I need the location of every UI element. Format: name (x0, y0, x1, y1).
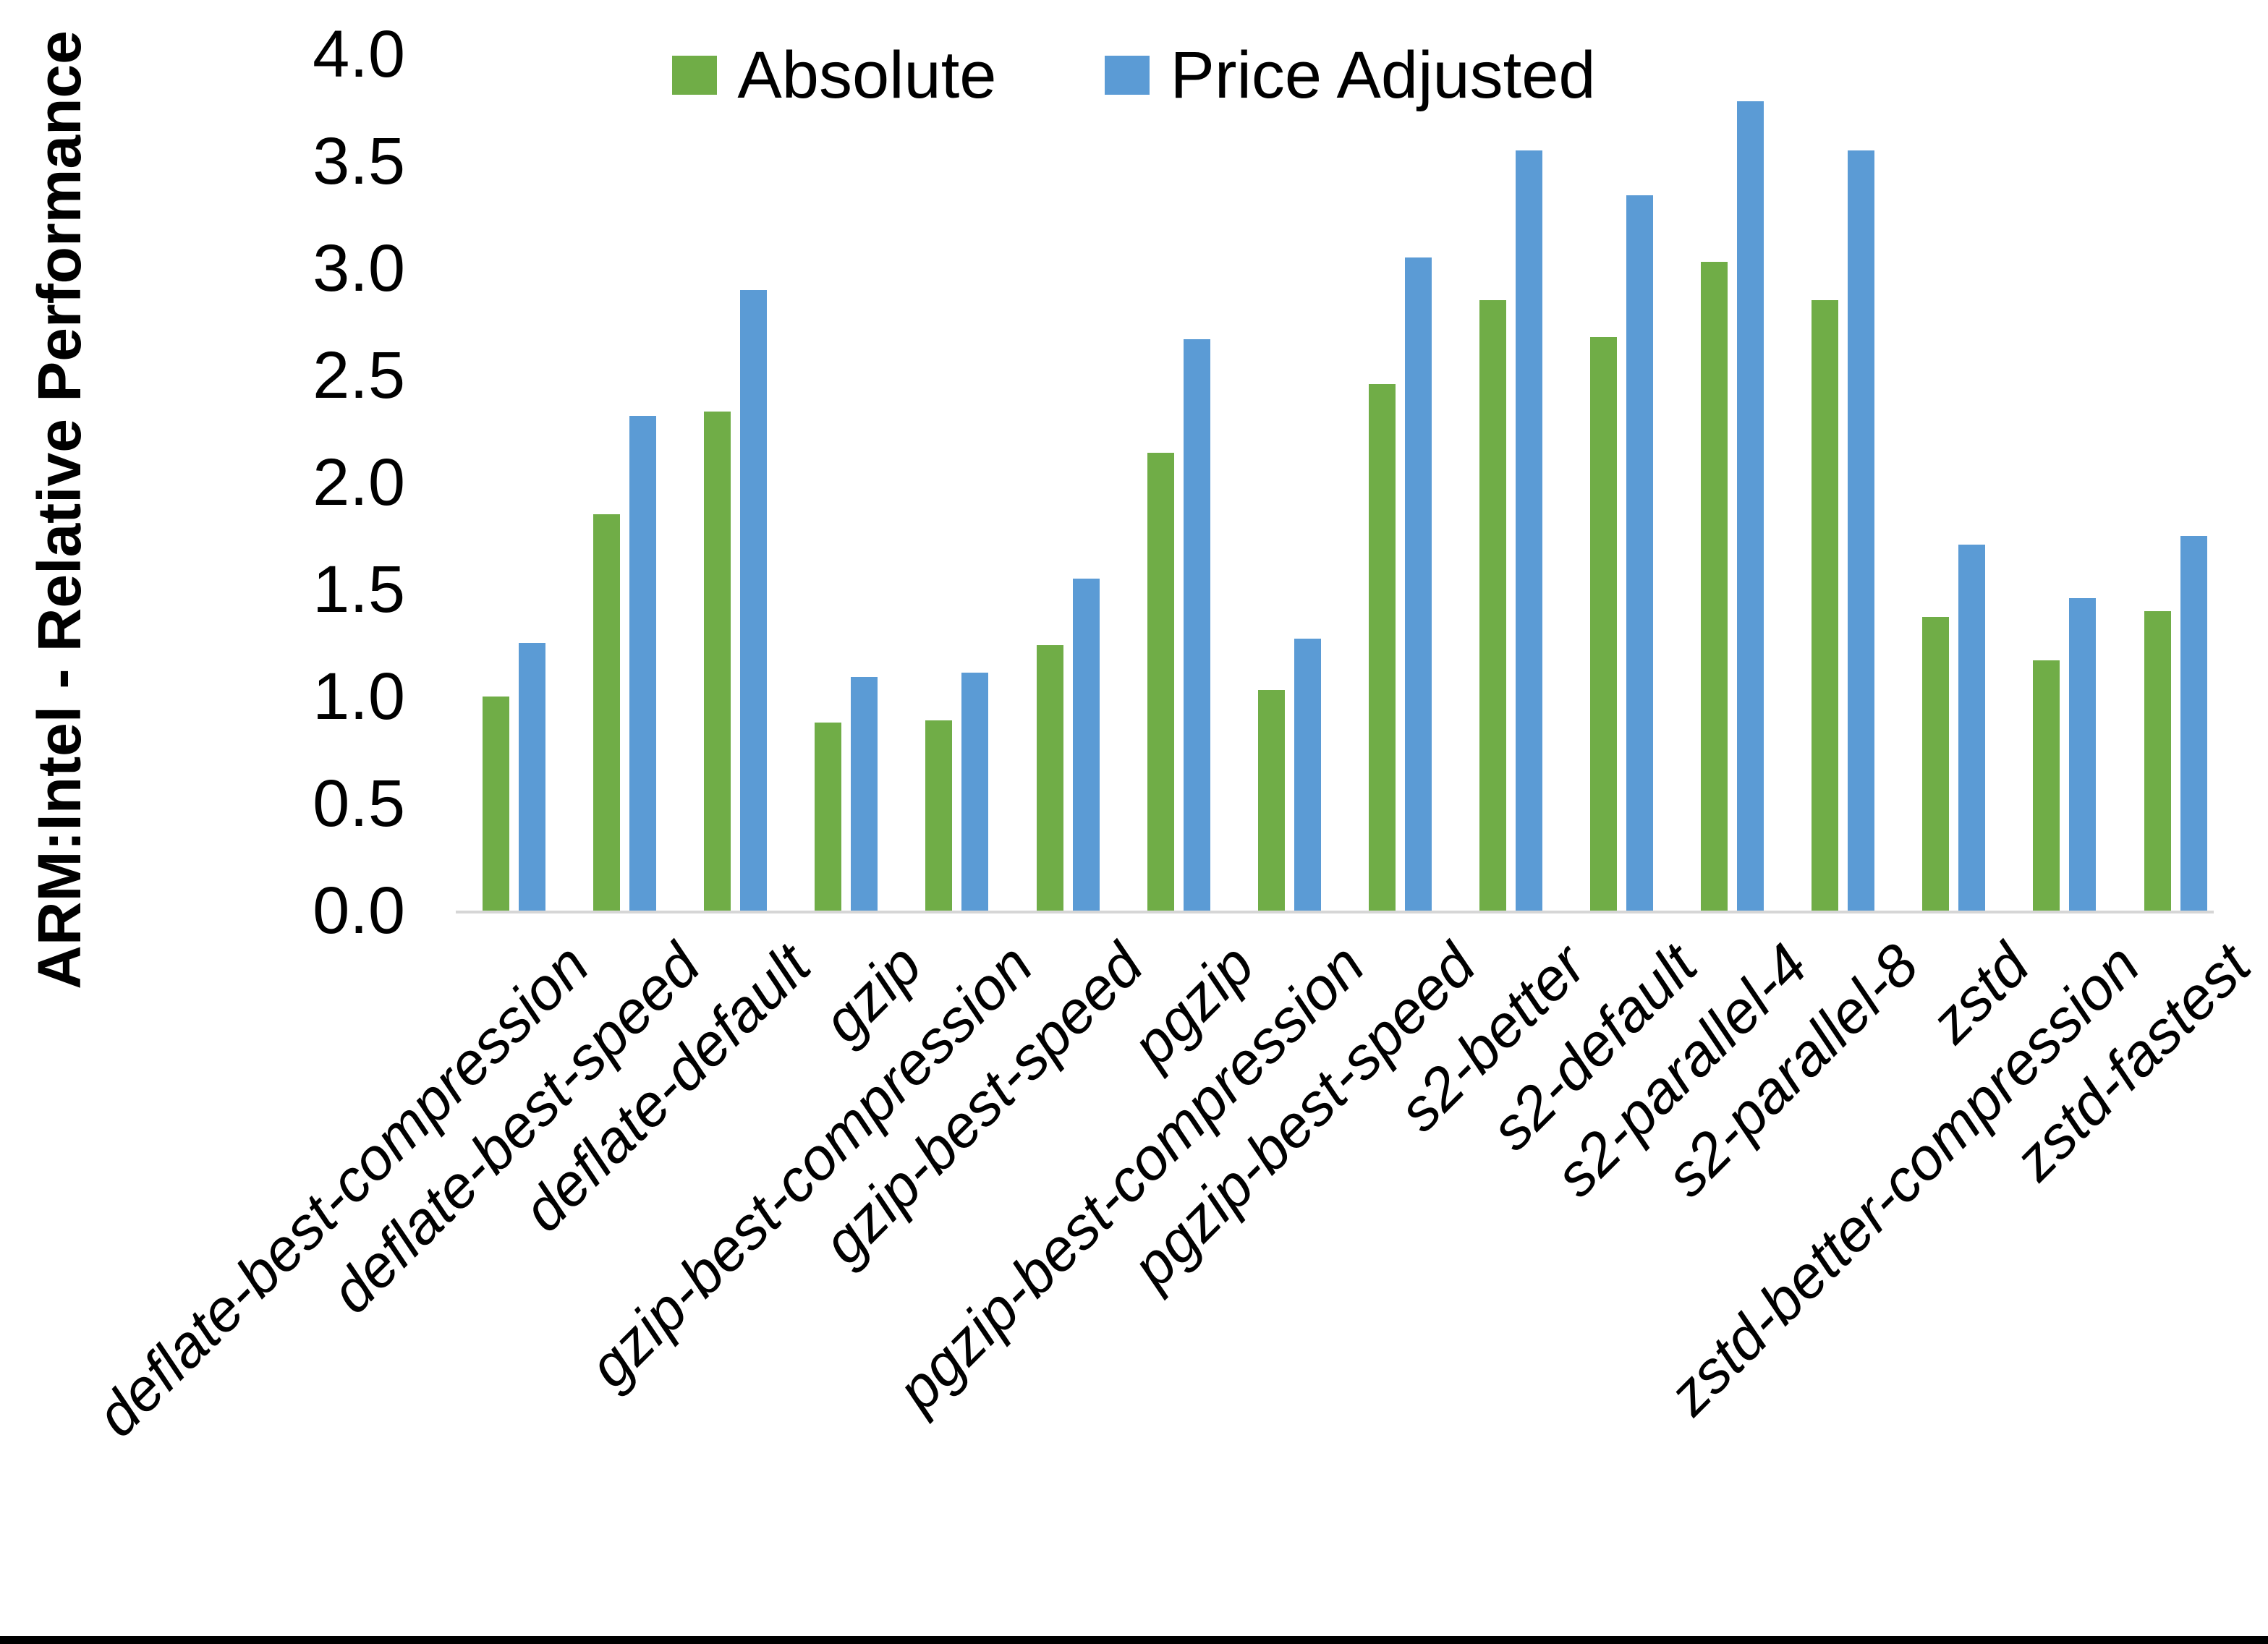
y-tick-label-3.5: 3.5 (313, 124, 405, 198)
y-tick-label-0.5: 0.5 (313, 767, 405, 840)
bottom-border (0, 1636, 2268, 1644)
bar-absolute-s2-parallel-8 (1812, 300, 1839, 911)
legend-item-absolute: Absolute (672, 42, 996, 108)
bar-absolute-gzip (815, 722, 842, 911)
bar-price-adjusted-pgzip-best-speed (1404, 257, 1432, 911)
bar-price-adjusted-gzip-best-compression (961, 673, 989, 911)
bar-absolute-zstd (1922, 617, 1950, 911)
y-tick-label-2.5: 2.5 (313, 338, 405, 412)
y-tick-label-1.0: 1.0 (313, 660, 405, 733)
bar-price-adjusted-zstd (1958, 544, 1986, 911)
bar-absolute-deflate-best-speed (593, 514, 621, 911)
bar-absolute-pgzip (1147, 452, 1174, 911)
legend: Absolute Price Adjusted (0, 42, 2268, 108)
bar-price-adjusted-s2-default (1626, 195, 1653, 911)
x-axis-line (456, 911, 2214, 913)
bar-price-adjusted-zstd-fastest (2180, 536, 2207, 911)
bar-price-adjusted-deflate-best-compression (519, 643, 545, 911)
bar-price-adjusted-pgzip (1183, 338, 1210, 911)
y-tick-label-0.0: 0.0 (313, 874, 405, 947)
bar-absolute-deflate-default (704, 412, 731, 911)
bar-price-adjusted-gzip-best-speed (1072, 579, 1100, 911)
bar-absolute-zstd-better-compression (2033, 660, 2060, 911)
legend-label-price-adjusted: Price Adjusted (1170, 38, 1596, 112)
bar-price-adjusted-zstd-better-compression (2069, 597, 2097, 911)
y-tick-label-2.0: 2.0 (313, 446, 405, 519)
bar-price-adjusted-deflate-default (740, 289, 768, 911)
bar-price-adjusted-s2-parallel-8 (1848, 150, 1875, 911)
bar-absolute-s2-parallel-4 (1701, 262, 1728, 911)
bar-price-adjusted-pgzip-best-compression (1294, 639, 1321, 911)
legend-swatch-price-adjusted-icon (1105, 56, 1150, 95)
bar-absolute-deflate-best-compression (483, 697, 509, 911)
bar-absolute-pgzip-best-speed (1368, 383, 1396, 911)
y-tick-label-4.0: 4.0 (313, 17, 405, 91)
bar-absolute-zstd-fastest (2144, 610, 2171, 911)
bar-price-adjusted-s2-parallel-4 (1737, 101, 1764, 911)
bar-price-adjusted-s2-better (1515, 150, 1542, 911)
legend-item-price-adjusted: Price Adjusted (1105, 38, 1596, 112)
bar-absolute-s2-better (1479, 300, 1506, 911)
bar-absolute-s2-default (1590, 336, 1617, 911)
legend-swatch-absolute-icon (672, 56, 718, 95)
y-tick-label-3.0: 3.0 (313, 231, 405, 305)
bar-absolute-gzip-best-compression (925, 720, 953, 911)
bar-price-adjusted-gzip (851, 677, 878, 911)
legend-label-absolute: Absolute (737, 38, 997, 112)
y-tick-label-1.5: 1.5 (313, 553, 405, 626)
bar-absolute-gzip-best-speed (1036, 644, 1063, 911)
bar-price-adjusted-deflate-best-speed (629, 416, 657, 911)
bar-absolute-pgzip-best-compression (1257, 690, 1285, 911)
